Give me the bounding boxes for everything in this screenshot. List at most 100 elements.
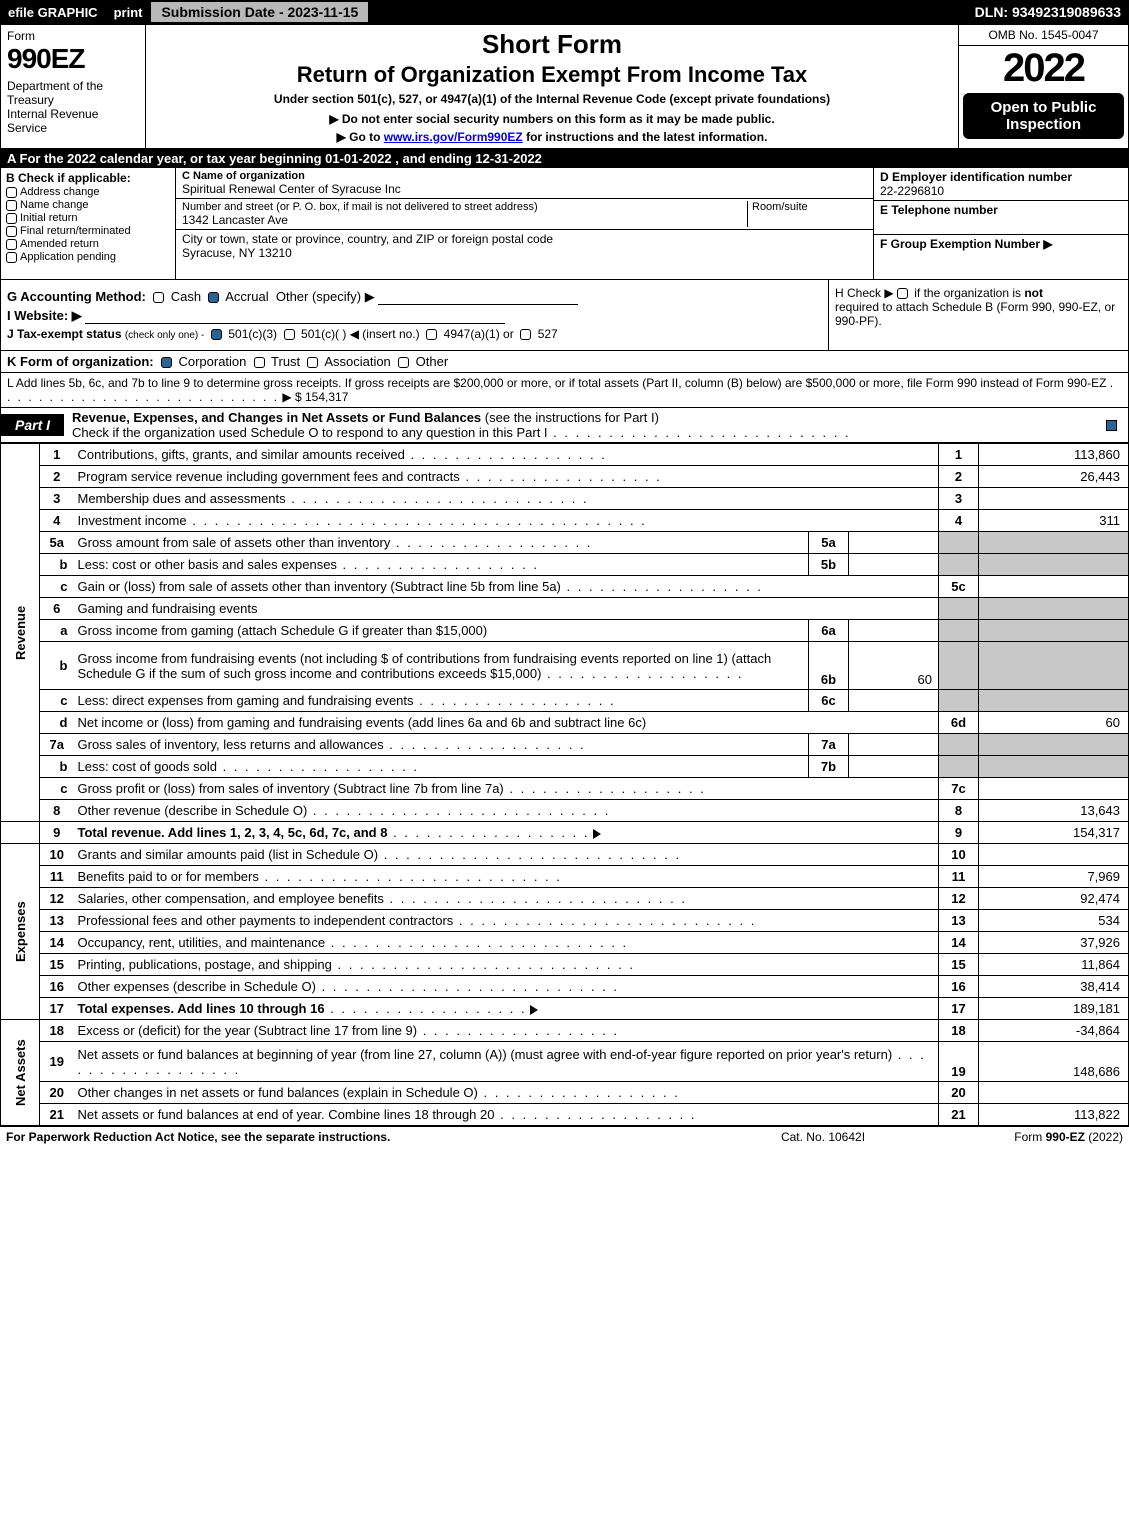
k-corporation[interactable]: Corporation bbox=[178, 354, 246, 369]
line-17-val: 189,181 bbox=[979, 998, 1129, 1020]
line-12-val: 92,474 bbox=[979, 888, 1129, 910]
line-7b-num: b bbox=[40, 756, 74, 778]
line-9-desc: Total revenue. Add lines 1, 2, 3, 4, 5c,… bbox=[74, 822, 939, 844]
j-501c3[interactable]: 501(c)(3) bbox=[228, 327, 277, 341]
header-left: Form 990EZ Department of the Treasury In… bbox=[1, 25, 146, 148]
ssn-note: ▶ Do not enter social security numbers o… bbox=[154, 112, 950, 126]
print-link[interactable]: print bbox=[106, 3, 151, 22]
line-14-val: 37,926 bbox=[979, 932, 1129, 954]
line-14-desc: Occupancy, rent, utilities, and maintena… bbox=[74, 932, 939, 954]
footer-cat: Cat. No. 10642I bbox=[723, 1130, 923, 1144]
line-19-val: 148,686 bbox=[979, 1042, 1129, 1082]
line-8-rnum: 8 bbox=[939, 800, 979, 822]
org-name-row: C Name of organization Spiritual Renewal… bbox=[176, 168, 873, 199]
open-inspection: Open to Public Inspection bbox=[963, 93, 1124, 139]
line-11-rnum: 11 bbox=[939, 866, 979, 888]
line-2-val: 26,443 bbox=[979, 466, 1129, 488]
part-i-checkbox[interactable] bbox=[1106, 418, 1128, 432]
g-cash[interactable]: Cash bbox=[171, 289, 201, 304]
part-i-tab: Part I bbox=[1, 414, 64, 436]
g-accrual[interactable]: Accrual bbox=[225, 289, 268, 304]
line-7a-inval bbox=[849, 734, 939, 756]
line-5b-desc: Less: cost or other basis and sales expe… bbox=[74, 554, 809, 576]
org-name-label: C Name of organization bbox=[182, 170, 305, 182]
line-16-desc: Other expenses (describe in Schedule O) bbox=[74, 976, 939, 998]
box-d: D Employer identification number 22-2296… bbox=[874, 168, 1128, 201]
chk-application-pending[interactable]: Application pending bbox=[6, 251, 170, 263]
line-6c-rvalshade bbox=[979, 690, 1129, 712]
g-other: Other (specify) ▶ bbox=[276, 289, 375, 304]
line-6c-incol: 6c bbox=[809, 690, 849, 712]
k-association[interactable]: Association bbox=[324, 354, 390, 369]
j-527[interactable]: 527 bbox=[538, 327, 558, 341]
line-2-rnum: 2 bbox=[939, 466, 979, 488]
footer-right: Form 990-EZ (2022) bbox=[923, 1130, 1123, 1144]
k-other[interactable]: Other bbox=[416, 354, 449, 369]
line-7b-rshade bbox=[939, 756, 979, 778]
line-12-desc: Salaries, other compensation, and employ… bbox=[74, 888, 939, 910]
line-13-rnum: 13 bbox=[939, 910, 979, 932]
line-15-desc: Printing, publications, postage, and shi… bbox=[74, 954, 939, 976]
line-6d-num: d bbox=[40, 712, 74, 734]
rev-side-end bbox=[1, 822, 40, 844]
line-6a-rvalshade bbox=[979, 620, 1129, 642]
line-20-num: 20 bbox=[40, 1082, 74, 1104]
line-3-val bbox=[979, 488, 1129, 510]
box-f: F Group Exemption Number ▶ bbox=[874, 235, 1128, 279]
line-4-val: 311 bbox=[979, 510, 1129, 532]
line-8-desc: Other revenue (describe in Schedule O) bbox=[74, 800, 939, 822]
org-name: Spiritual Renewal Center of Syracuse Inc bbox=[182, 182, 867, 196]
line-21-num: 21 bbox=[40, 1104, 74, 1126]
line-18-desc: Excess or (deficit) for the year (Subtra… bbox=[74, 1020, 939, 1042]
ein-label: D Employer identification number bbox=[880, 170, 1122, 184]
line-5b-rshade bbox=[939, 554, 979, 576]
line-8-val: 13,643 bbox=[979, 800, 1129, 822]
line-21-desc: Net assets or fund balances at end of ye… bbox=[74, 1104, 939, 1126]
chk-amended-return[interactable]: Amended return bbox=[6, 238, 170, 250]
boxes-b-through-f: B Check if applicable: Address change Na… bbox=[0, 168, 1129, 280]
boxes-def: D Employer identification number 22-2296… bbox=[873, 168, 1128, 279]
line-4-desc: Investment income bbox=[74, 510, 939, 532]
line-6b-rvalshade bbox=[979, 642, 1129, 690]
line-3-num: 3 bbox=[40, 488, 74, 510]
chk-initial-return[interactable]: Initial return bbox=[6, 212, 170, 224]
k-trust[interactable]: Trust bbox=[271, 354, 300, 369]
line-14-rnum: 14 bbox=[939, 932, 979, 954]
tax-year: 2022 bbox=[959, 46, 1128, 91]
j-4947[interactable]: 4947(a)(1) or bbox=[444, 327, 514, 341]
return-title: Return of Organization Exempt From Incom… bbox=[154, 62, 950, 88]
line-2-desc: Program service revenue including govern… bbox=[74, 466, 939, 488]
line-6a-desc: Gross income from gaming (attach Schedul… bbox=[74, 620, 809, 642]
city-label: City or town, state or province, country… bbox=[182, 232, 867, 246]
line-1-rnum: 1 bbox=[939, 444, 979, 466]
line-5b-incol: 5b bbox=[809, 554, 849, 576]
line-10-rnum: 10 bbox=[939, 844, 979, 866]
omb-number: OMB No. 1545-0047 bbox=[959, 25, 1128, 46]
form-header: Form 990EZ Department of the Treasury In… bbox=[0, 24, 1129, 149]
line-13-desc: Professional fees and other payments to … bbox=[74, 910, 939, 932]
line-7a-num: 7a bbox=[40, 734, 74, 756]
ein-value: 22-2296810 bbox=[880, 184, 1122, 198]
line-5a-inval bbox=[849, 532, 939, 554]
line-5c-num: c bbox=[40, 576, 74, 598]
line-12-rnum: 12 bbox=[939, 888, 979, 910]
irs-link[interactable]: www.irs.gov/Form990EZ bbox=[384, 130, 523, 144]
row-h: H Check ▶ if the organization is not req… bbox=[828, 280, 1128, 350]
chk-final-return[interactable]: Final return/terminated bbox=[6, 225, 170, 237]
row-a-period: A For the 2022 calendar year, or tax yea… bbox=[0, 149, 1129, 168]
dept-label: Department of the Treasury Internal Reve… bbox=[7, 79, 139, 135]
j-501c[interactable]: 501(c)( ) ◀ (insert no.) bbox=[301, 327, 420, 341]
line-11-desc: Benefits paid to or for members bbox=[74, 866, 939, 888]
chk-address-change[interactable]: Address change bbox=[6, 186, 170, 198]
line-6c-inval bbox=[849, 690, 939, 712]
street-label: Number and street (or P. O. box, if mail… bbox=[182, 201, 747, 213]
street-row: Number and street (or P. O. box, if mail… bbox=[176, 199, 873, 230]
line-1-val: 113,860 bbox=[979, 444, 1129, 466]
line-17-num: 17 bbox=[40, 998, 74, 1020]
line-3-desc: Membership dues and assessments bbox=[74, 488, 939, 510]
box-b-header: B Check if applicable: bbox=[6, 171, 170, 185]
chk-name-change[interactable]: Name change bbox=[6, 199, 170, 211]
line-17-rnum: 17 bbox=[939, 998, 979, 1020]
line-7b-inval bbox=[849, 756, 939, 778]
line-5c-desc: Gain or (loss) from sale of assets other… bbox=[74, 576, 939, 598]
